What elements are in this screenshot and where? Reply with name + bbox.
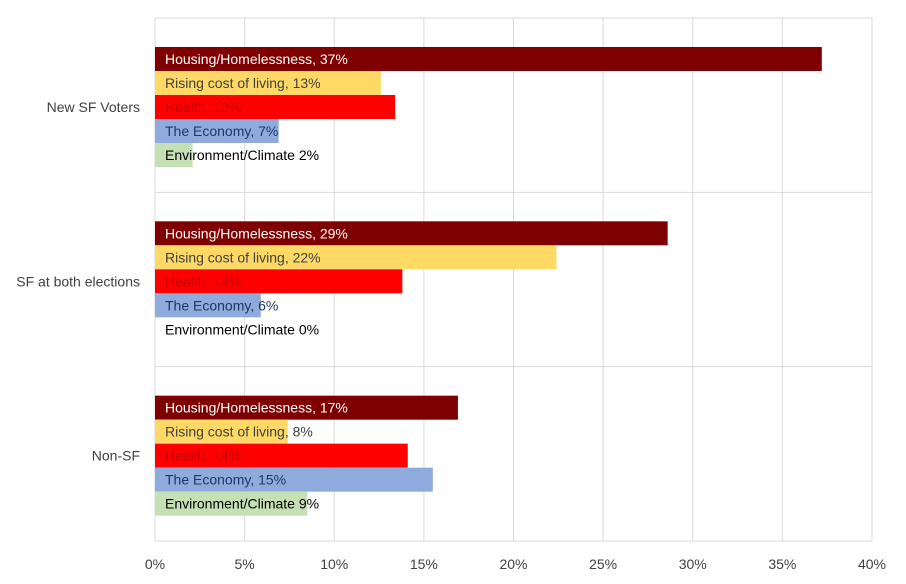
bar-labels: Housing/Homelessness, 37% Rising cost of … — [165, 51, 348, 512]
x-tick-label: 25% — [589, 556, 617, 572]
bar-data-label: The Economy, 15% — [165, 472, 286, 488]
bar-data-label: Housing/Homelessness, 17% — [165, 400, 348, 416]
bar-data-label: Rising cost of living, 22% — [165, 249, 321, 265]
bar — [155, 245, 557, 270]
x-tick-label: 40% — [858, 556, 886, 572]
bar — [155, 491, 308, 516]
x-tick-labels: 0% 5% 10% 15% 20% 25% 30% 35% 40% — [145, 556, 886, 572]
bar-data-label: Environment/Climate 9% — [165, 496, 319, 512]
bar — [155, 293, 261, 318]
bars — [155, 47, 822, 516]
x-tick-label: 30% — [679, 556, 707, 572]
bar — [155, 395, 458, 420]
bar — [155, 269, 403, 294]
bar — [155, 71, 381, 95]
category-label: New SF Voters — [47, 99, 140, 115]
category-label: Non-SF — [92, 448, 140, 464]
bar — [155, 95, 396, 119]
bar-data-label: The Economy, 7% — [165, 123, 278, 139]
x-tick-label: 0% — [145, 556, 165, 572]
bar-data-label: Health, 13% — [165, 99, 241, 115]
bar-data-label: Housing/Homelessness, 29% — [165, 225, 348, 241]
x-tick-label: 5% — [235, 556, 255, 572]
bar — [155, 467, 433, 492]
bar-data-label: Environment/Climate 0% — [165, 321, 319, 337]
category-labels: New SF Voters SF at both elections Non-SF — [16, 99, 140, 464]
bar — [155, 443, 408, 468]
x-tick-label: 20% — [499, 556, 527, 572]
bar-data-label: Health, 14% — [165, 273, 241, 289]
bar-data-label: Rising cost of living, 8% — [165, 424, 313, 440]
x-tick-label: 15% — [410, 556, 438, 572]
bar — [155, 143, 193, 167]
category-label: SF at both elections — [16, 273, 140, 289]
bar-data-label: Environment/Climate 2% — [165, 147, 319, 163]
bar-data-label: The Economy, 6% — [165, 297, 278, 313]
bar-data-label: Housing/Homelessness, 37% — [165, 51, 348, 67]
bar-data-label: Health, 14% — [165, 448, 241, 464]
bar — [155, 119, 279, 143]
bar — [155, 47, 822, 71]
bar — [155, 221, 668, 246]
x-tick-label: 35% — [768, 556, 796, 572]
bar — [155, 419, 288, 444]
bar-data-label: Rising cost of living, 13% — [165, 75, 321, 91]
x-tick-label: 10% — [320, 556, 348, 572]
